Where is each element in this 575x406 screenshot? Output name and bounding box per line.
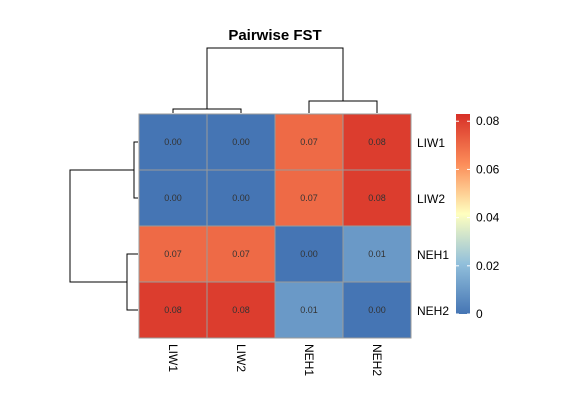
dendrogram-branch [126,253,138,311]
heatmap-cell [274,113,344,171]
dendrogram-branch [69,169,134,283]
legend-tick-label: 0.04 [476,211,500,225]
row-label: LIW1 [417,136,445,150]
dendrogram-branch [172,108,242,113]
cell-value-label: 0.00 [368,305,386,315]
row-label: LIW2 [417,192,445,206]
heatmap-cells: 0.00 0.00 0.07 0.08 0.00 0.00 0.07 0.08 0.07 0.07… [138,113,412,339]
heatmap-cell [138,281,208,339]
column-dendrogram [172,47,378,113]
cell-value-label: 0.07 [232,249,250,259]
heatmap-cell [206,225,276,283]
column-label: LIW2 [234,344,248,372]
cell-value-label: 0.00 [232,137,250,147]
heatmap-cell [342,169,412,227]
heatmap-cell [342,225,412,283]
legend-tick-label: 0.06 [476,162,500,176]
column-label: NEH1 [302,344,316,376]
dendrogram-branch [308,100,378,113]
heatmap-cell [206,113,276,171]
heatmap-cell [206,169,276,227]
column-label: LIW1 [166,344,180,372]
cell-value-label: 0.08 [232,305,250,315]
cell-value-label: 0.00 [300,249,318,259]
cell-value-label: 0.01 [300,305,318,315]
row-label: NEH1 [417,248,449,262]
color-legend: 0 0.02 0.04 0.06 0.08 [456,114,500,321]
cell-value-label: 0.07 [300,137,318,147]
dendrogram-branch [133,141,138,199]
row-dendrogram [69,141,138,311]
row-labels: LIW1 LIW2 NEH1 NEH2 [417,136,449,318]
legend-tick-label: 0.08 [476,114,500,128]
chart-title: Pairwise FST [228,27,321,44]
cell-value-label: 0.08 [368,193,386,203]
heatmap-cell [342,281,412,339]
cell-value-label: 0.00 [164,193,182,203]
cell-value-label: 0.07 [300,193,318,203]
cell-value-label: 0.01 [368,249,386,259]
cell-value-label: 0.00 [232,193,250,203]
heatmap-cell [206,281,276,339]
cell-value-label: 0.08 [164,305,182,315]
dendrogram-branch [206,47,344,109]
cell-value-label: 0.08 [368,137,386,147]
row-label: NEH2 [417,304,449,318]
column-label: NEH2 [370,344,384,376]
legend-tick-label: 0 [476,307,483,321]
legend-color-bar [456,114,470,314]
cell-value-label: 0.07 [164,249,182,259]
column-labels: LIW1 LIW2 NEH1 NEH2 [166,344,384,376]
heatmap-cell [138,113,208,171]
legend-tick-label: 0.02 [476,259,500,273]
cell-value-label: 0.00 [164,137,182,147]
heatmap-cell [342,113,412,171]
